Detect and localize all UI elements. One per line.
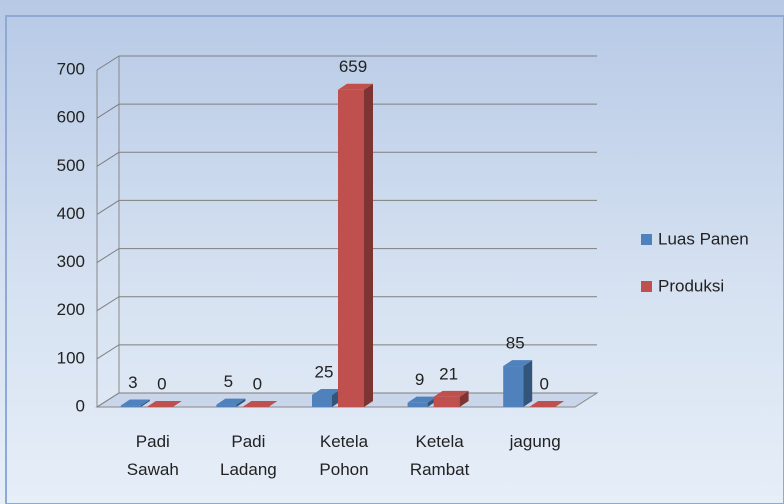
data-label: 25 [315, 362, 334, 381]
data-label: 5 [224, 372, 233, 391]
grid-line [96, 55, 597, 71]
bar [433, 396, 460, 407]
x-tick-label: Ketela Pohon [319, 432, 369, 479]
grid-line [96, 344, 597, 360]
bar-side [523, 360, 533, 407]
bar [216, 404, 237, 407]
bar [312, 394, 332, 407]
y-tick-label: 700 [57, 59, 85, 78]
x-tick-label: jagung [509, 432, 561, 451]
y-tick-label: 500 [57, 156, 85, 175]
chart-border [5, 15, 784, 504]
data-label: 0 [157, 374, 166, 393]
grid-line [96, 103, 597, 119]
y-tick-label: 200 [57, 300, 85, 319]
y-tick-label: 400 [57, 204, 85, 223]
legend-label: Produksi [658, 276, 724, 295]
data-label: 0 [253, 374, 262, 393]
bar-top [433, 390, 469, 397]
bar-top [242, 401, 278, 407]
y-tick-label: 100 [57, 348, 85, 367]
bar-top [503, 360, 533, 367]
data-label: 21 [439, 364, 458, 383]
y-tick-label: 0 [76, 396, 85, 415]
x-tick-label: Ketela Rambat [409, 432, 470, 479]
bar-top [120, 399, 150, 406]
data-label: 0 [539, 374, 548, 393]
data-label: 85 [506, 334, 525, 353]
bar [407, 402, 428, 407]
legend-label: Luas Panen [658, 229, 749, 248]
bar [338, 89, 364, 407]
bar-side [364, 83, 373, 407]
grid-line [96, 296, 597, 312]
grid-line [96, 392, 597, 408]
bar-top [529, 401, 565, 407]
bar-top [146, 401, 182, 407]
x-tick-label: Padi Sawah [126, 432, 179, 479]
bar-side [459, 390, 469, 407]
bar [503, 366, 524, 407]
grid-line [96, 248, 597, 263]
bar-side [236, 398, 246, 407]
legend-swatch [641, 234, 652, 245]
bar-top [338, 83, 373, 90]
bar-side [140, 399, 150, 407]
legend-swatch [641, 281, 652, 292]
data-label: 3 [128, 373, 137, 392]
data-label: 659 [339, 57, 367, 76]
y-tick-label: 600 [57, 108, 85, 127]
grid-line [96, 199, 597, 215]
y-tick-label: 300 [57, 252, 85, 271]
data-label: 9 [415, 370, 424, 389]
bar [120, 405, 141, 407]
x-tick-label: Padi Ladang [220, 432, 277, 479]
bar-top [312, 388, 341, 395]
grid-line [96, 151, 597, 167]
bar-top [216, 398, 246, 405]
bar-top [407, 396, 437, 403]
